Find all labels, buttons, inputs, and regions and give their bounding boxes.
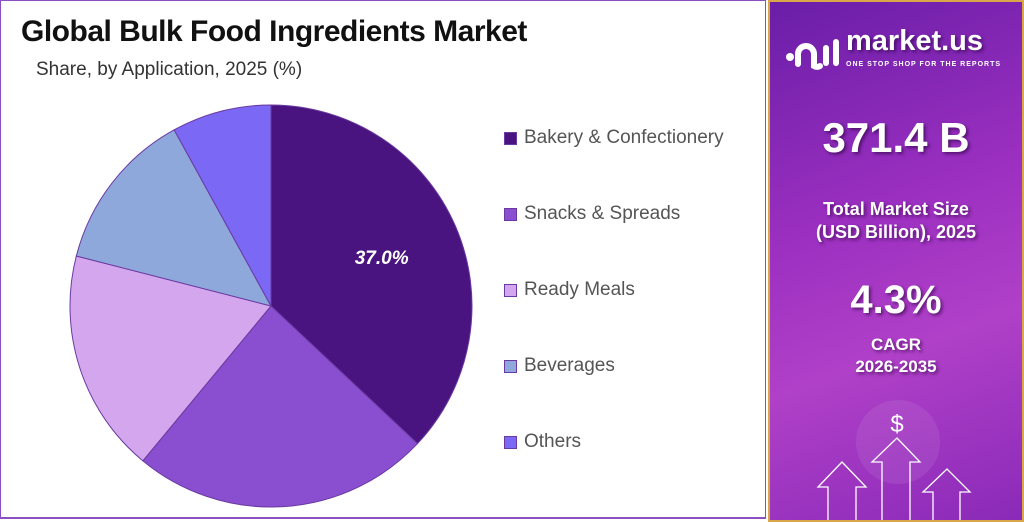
- market-size-label-line1: Total Market Size: [823, 199, 969, 219]
- cagr-label-line1: CAGR: [870, 335, 922, 354]
- legend-item: Bakery & Confectionery: [504, 127, 724, 149]
- cagr-label-line2: 2026-2035: [855, 357, 937, 376]
- legend-item: Snacks & Spreads: [504, 203, 680, 225]
- legend-label: Snacks & Spreads: [524, 203, 681, 224]
- market-size-label: Total Market Size (USD Billion), 2025: [770, 198, 1022, 244]
- pie-chart: 37.0%: [69, 104, 473, 508]
- market-size-label-line2: (USD Billion), 2025: [815, 222, 977, 242]
- legend-swatch: [504, 131, 517, 145]
- pie-slice-bakery-confectionery: [270, 104, 473, 445]
- chart-panel: Global Bulk Food Ingredients Market Shar…: [0, 0, 766, 519]
- pie-slice-snacks-spreads: [142, 305, 419, 508]
- cagr-value: 4.3%: [850, 278, 942, 322]
- chart-title: Global Bulk Food Ingredients Market: [21, 15, 527, 48]
- legend-label: Beverages: [524, 355, 615, 376]
- legend-swatch: [504, 435, 517, 449]
- data-label: 37.0%: [355, 248, 409, 269]
- summary-panel: market.us ONE STOP SHOP FOR THE REPORTS …: [768, 0, 1024, 522]
- legend-label: Others: [524, 431, 582, 452]
- pie-slice-ready-meals: [69, 255, 272, 462]
- legend-swatch: [504, 283, 517, 297]
- dollar-icon: $: [890, 411, 903, 438]
- legend-swatch: [504, 359, 517, 373]
- market-size-value: 371.4 B: [822, 114, 970, 161]
- growth-arrows-icon: $: [816, 400, 972, 520]
- legend-item: Ready Meals: [504, 279, 635, 301]
- legend-swatch: [504, 207, 517, 221]
- brand-name: market.us: [846, 25, 984, 57]
- market-us-logo-icon: [786, 39, 839, 70]
- pie-slice-beverages: [75, 129, 272, 307]
- pie-slice-others: [173, 104, 272, 307]
- legend-item: Others: [504, 431, 581, 453]
- legend-label: Ready Meals: [524, 279, 635, 300]
- cagr-label: CAGR 2026-2035: [770, 334, 1022, 378]
- brand-tagline: ONE STOP SHOP FOR THE REPORTS: [846, 61, 1002, 68]
- chart-subtitle: Share, by Application, 2025 (%): [36, 59, 303, 80]
- legend-item: Beverages: [504, 355, 615, 377]
- legend-label: Bakery & Confectionery: [524, 127, 724, 148]
